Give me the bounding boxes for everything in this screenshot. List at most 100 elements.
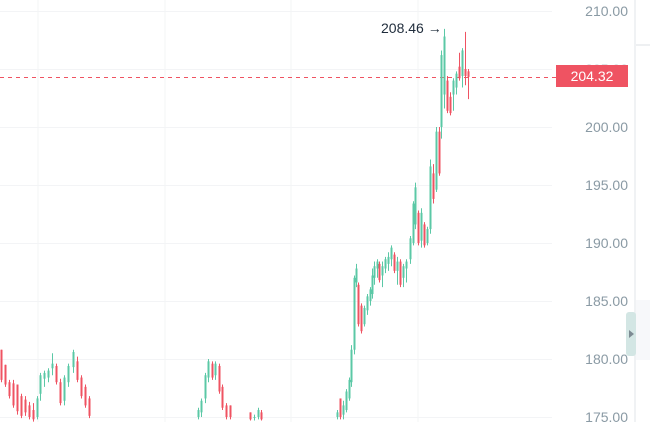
candle xyxy=(412,201,415,246)
candle xyxy=(8,379,11,399)
candle xyxy=(0,349,3,383)
price-axis-label: 190.00 xyxy=(585,235,628,251)
candle xyxy=(16,384,19,415)
candle xyxy=(360,303,363,334)
candle xyxy=(336,410,339,420)
side-panel-divider xyxy=(634,0,636,422)
side-panel xyxy=(636,300,650,360)
candle xyxy=(214,361,217,380)
candle xyxy=(371,268,374,299)
candle xyxy=(348,377,351,401)
candle xyxy=(84,384,87,408)
high-price-annotation: 208.46 → xyxy=(381,20,442,36)
candle xyxy=(20,393,23,419)
candle xyxy=(47,368,50,383)
candle xyxy=(423,222,426,248)
candle xyxy=(387,252,390,271)
price-axis-label: 175.00 xyxy=(585,409,628,425)
candle xyxy=(449,92,452,116)
candle xyxy=(39,372,42,401)
candle xyxy=(88,396,91,419)
candle xyxy=(353,275,356,355)
candle xyxy=(249,412,252,421)
candle xyxy=(393,252,396,274)
candle xyxy=(225,403,228,420)
candle xyxy=(402,263,405,288)
candle xyxy=(350,345,353,387)
candle xyxy=(345,389,348,413)
candle xyxy=(414,182,417,230)
candle xyxy=(409,236,412,264)
candle xyxy=(43,370,46,387)
price-axis-label: 185.00 xyxy=(585,293,628,309)
candle xyxy=(405,259,408,283)
candle xyxy=(363,305,366,327)
candle xyxy=(200,398,203,417)
side-panel-top-border xyxy=(636,44,650,46)
candle xyxy=(197,407,200,420)
candle xyxy=(253,414,256,421)
candle xyxy=(426,226,429,246)
candle xyxy=(376,259,379,278)
candle xyxy=(458,52,461,81)
candle xyxy=(438,127,441,176)
candle xyxy=(51,353,54,376)
candle xyxy=(55,363,58,385)
price-axis-label: 195.00 xyxy=(585,177,628,193)
candle xyxy=(204,372,207,404)
candle xyxy=(467,69,470,100)
candle xyxy=(378,261,381,283)
candle xyxy=(12,379,15,408)
candle xyxy=(417,210,420,246)
candle xyxy=(399,259,402,288)
collapse-panel-button[interactable] xyxy=(626,312,636,356)
candle xyxy=(355,263,358,288)
candle xyxy=(452,78,455,111)
candle xyxy=(446,75,449,114)
candle xyxy=(260,410,263,421)
last-price-tag: 204.32 xyxy=(556,65,628,87)
candle xyxy=(369,287,372,306)
price-axis-label: 180.00 xyxy=(585,351,628,367)
price-axis-label: 210.00 xyxy=(585,3,628,19)
candle xyxy=(429,159,432,234)
candle xyxy=(4,364,7,387)
candle xyxy=(455,71,458,95)
candle xyxy=(390,245,393,267)
candle xyxy=(211,361,214,380)
chevron-right-icon xyxy=(628,330,634,338)
candle xyxy=(72,349,75,373)
candle xyxy=(207,359,210,383)
candle xyxy=(257,407,260,420)
candle xyxy=(373,261,376,285)
candle xyxy=(28,401,31,420)
candle xyxy=(32,403,35,422)
candle xyxy=(461,48,464,88)
candle xyxy=(36,396,39,420)
candle xyxy=(357,282,360,327)
candle xyxy=(381,261,384,288)
candle xyxy=(221,384,224,411)
candle xyxy=(59,378,62,406)
candle xyxy=(63,375,66,406)
candle xyxy=(229,405,232,420)
candle xyxy=(76,356,79,383)
candle xyxy=(80,375,83,399)
price-axis-label: 200.00 xyxy=(585,119,628,135)
candle xyxy=(435,127,438,192)
candle xyxy=(67,363,70,387)
candle xyxy=(342,400,345,420)
candle xyxy=(24,396,27,416)
candle xyxy=(218,363,221,394)
candle xyxy=(366,294,369,315)
candle xyxy=(432,164,435,204)
candle xyxy=(384,256,387,274)
candle xyxy=(396,256,399,285)
candle xyxy=(464,31,467,86)
candle xyxy=(440,50,443,139)
candle xyxy=(420,208,423,248)
candle xyxy=(339,398,342,420)
candle xyxy=(443,28,446,109)
